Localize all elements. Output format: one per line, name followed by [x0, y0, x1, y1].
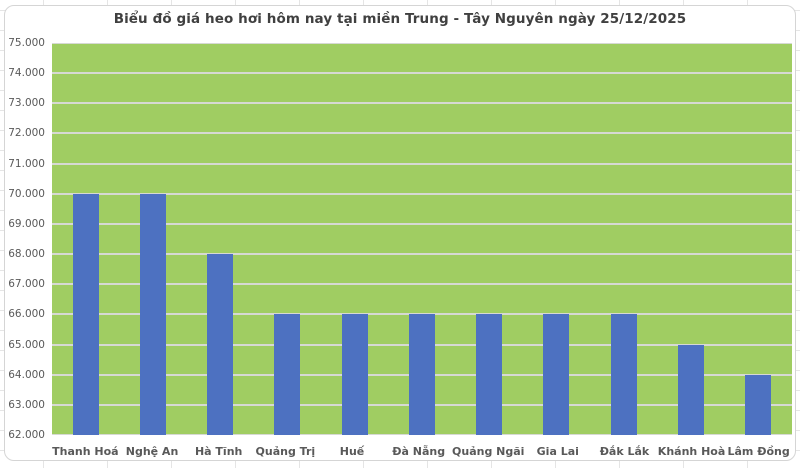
y-tick-label: 66.000	[8, 308, 45, 321]
bar-slot	[119, 43, 186, 435]
bar-slot	[657, 43, 724, 435]
x-category-label: Quảng Trị	[255, 445, 316, 458]
chart-bar[interactable]	[408, 314, 435, 435]
y-tick-label: 75.000	[8, 37, 45, 49]
y-tick-label: 62.000	[8, 429, 45, 441]
gridline	[52, 43, 792, 44]
chart-title: Biểu đồ giá heo hơi hôm nay tại miền Tru…	[113, 11, 687, 27]
y-tick-label: 70.000	[8, 187, 45, 200]
bar-slot	[321, 43, 388, 435]
bar-slot	[725, 43, 792, 435]
y-tick-label: 74.000	[8, 67, 45, 80]
y-tick-label: 64.000	[8, 368, 45, 381]
chart-bar[interactable]	[678, 344, 705, 435]
bar-slot	[187, 43, 254, 435]
x-category-label: Huế	[339, 445, 365, 458]
gridline	[52, 132, 792, 135]
x-category-label: Nghệ An	[125, 445, 179, 458]
bar-slot	[254, 43, 321, 435]
plot-area	[52, 43, 792, 435]
gridline	[52, 283, 792, 286]
gridline	[52, 192, 792, 195]
y-axis-labels: 75.000 74.000 73.000 72.000 71.000 70.000 69.0…	[5, 37, 48, 441]
gridline	[52, 72, 792, 75]
y-tick-label: 65.000	[8, 338, 45, 351]
chart-bar[interactable]	[745, 374, 772, 435]
chart-bar[interactable]	[341, 314, 368, 435]
y-tick-label: 71.000	[8, 157, 45, 170]
bar-series	[52, 43, 792, 435]
chart-bar[interactable]	[207, 254, 234, 435]
bar-slot	[456, 43, 523, 435]
y-tick-label: 67.000	[8, 278, 45, 291]
x-category-label: Đắk Lắk	[599, 445, 650, 458]
x-category-label: Hà Tĩnh	[194, 445, 243, 458]
gridline	[52, 162, 792, 165]
chart-bar[interactable]	[543, 314, 570, 435]
gridline	[52, 253, 792, 256]
bar-slot	[52, 43, 119, 435]
y-tick-label: 72.000	[8, 127, 45, 140]
chart-frame[interactable]: Biểu đồ giá heo hơi hôm nay tại miền Tru…	[4, 5, 796, 461]
chart-bar[interactable]	[610, 314, 637, 435]
y-tick-label: 69.000	[8, 217, 45, 230]
x-category-label: Gia Lai	[536, 445, 579, 458]
gridline	[52, 102, 792, 105]
x-category-label: Đà Nẵng	[392, 445, 446, 458]
x-category-label: Khánh Hoà	[657, 445, 726, 458]
gridline	[52, 222, 792, 225]
y-tick-label: 68.000	[8, 248, 45, 261]
x-category-label: Thanh Hoá	[52, 445, 119, 458]
x-axis-labels: Thanh Hoá Nghệ An Hà Tĩnh Quảng Trị Huế Đà Nẵ…	[52, 443, 792, 460]
x-category-label: Lâm Đồng	[727, 445, 790, 458]
y-tick-label: 73.000	[8, 97, 45, 110]
bar-slot	[523, 43, 590, 435]
chart-bar[interactable]	[476, 314, 503, 435]
bar-slot	[590, 43, 657, 435]
y-tick-label: 63.000	[8, 398, 45, 411]
bar-slot	[388, 43, 455, 435]
chart-bar[interactable]	[139, 193, 166, 435]
x-category-label: Quảng Ngãi	[452, 445, 525, 458]
chart-bar[interactable]	[72, 193, 99, 435]
gridline	[52, 313, 792, 316]
chart-bar[interactable]	[274, 314, 301, 435]
